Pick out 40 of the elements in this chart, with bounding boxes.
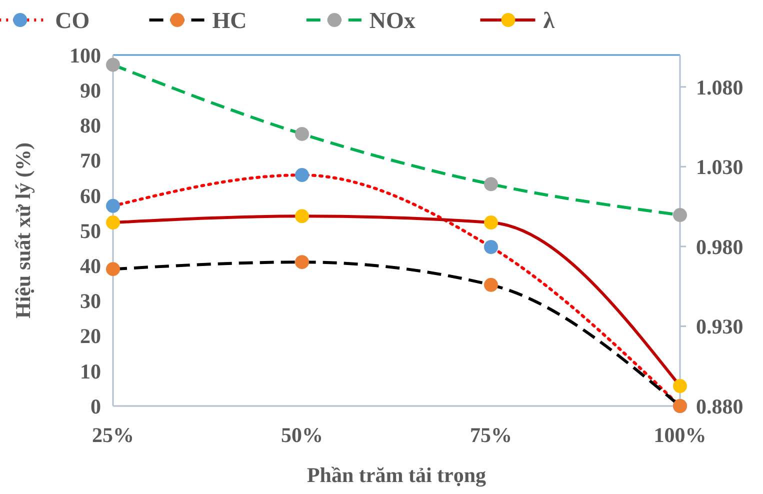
y-axis-title: Hiệu suất xử lý (%) xyxy=(11,142,35,318)
y-tick-label: 50 xyxy=(80,218,101,243)
y-tick-label: 90 xyxy=(80,78,101,102)
point xyxy=(106,216,120,230)
legend-label: HC xyxy=(212,8,247,34)
point xyxy=(484,278,498,292)
point xyxy=(106,58,120,72)
point xyxy=(673,379,687,394)
y-tick-label: 100 xyxy=(70,43,101,68)
y-tick-label: 60 xyxy=(80,184,101,208)
x-tick-label: 25% xyxy=(92,423,134,447)
y2-tick-label: 0.930 xyxy=(696,314,744,339)
point xyxy=(295,255,309,270)
y-tick-label: 20 xyxy=(80,324,101,348)
point xyxy=(106,198,120,213)
y2-tick-label: 0.980 xyxy=(696,234,744,259)
point xyxy=(484,240,498,254)
y2-tick-label: 0.880 xyxy=(696,394,744,418)
y-tick-label: 40 xyxy=(80,254,101,278)
x-axis-title: Phần trăm tải trọng xyxy=(306,463,487,487)
legend-label: CO xyxy=(55,8,90,34)
y-tick-label: 70 xyxy=(80,148,101,173)
y-tick-label: 80 xyxy=(80,114,101,138)
point xyxy=(484,216,498,230)
y-tick-label: 30 xyxy=(80,289,101,314)
point xyxy=(673,208,687,222)
x-tick-label: 75% xyxy=(470,423,512,447)
y2-tick-label: 1.030 xyxy=(696,155,744,180)
point xyxy=(295,126,309,141)
y-tick-label: 0 xyxy=(90,394,101,418)
x-tick-label: 100% xyxy=(654,423,706,447)
x-tick-label: 50% xyxy=(281,423,323,447)
legend-label: λ xyxy=(543,8,556,34)
point xyxy=(484,177,498,192)
point xyxy=(106,262,120,276)
point xyxy=(295,168,309,182)
legend-label: NOx xyxy=(369,8,416,34)
y2-tick-label: 1.080 xyxy=(696,75,744,100)
point xyxy=(295,209,309,224)
y-tick-label: 10 xyxy=(80,359,101,384)
